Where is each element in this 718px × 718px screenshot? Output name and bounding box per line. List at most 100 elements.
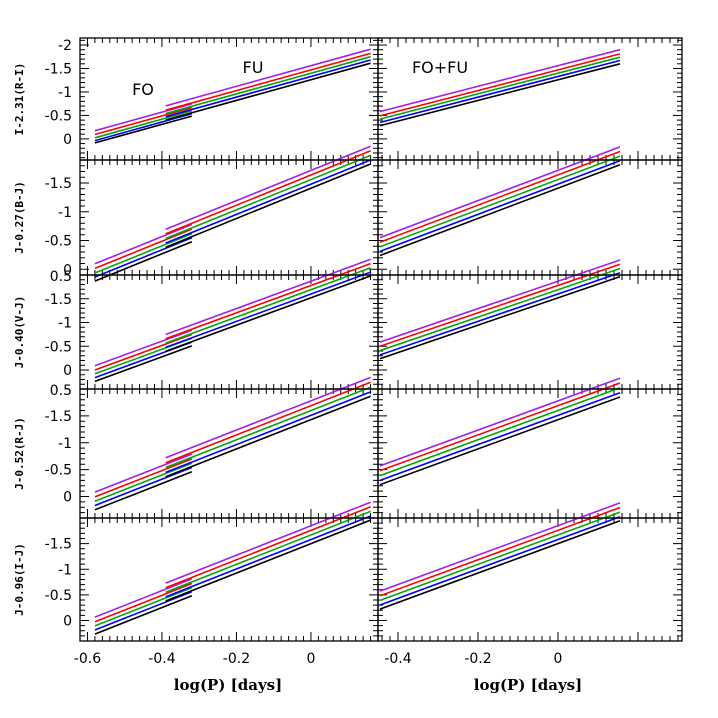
series-line-fofu-purple	[379, 502, 621, 592]
panel-r2-c1	[377, 259, 683, 390]
series-line-fofu-green	[379, 267, 621, 352]
y-axis-label: J-0.52(R-J)	[13, 417, 26, 490]
series-line-fu-blue	[165, 391, 371, 474]
y-axis-label: I-2.31(R-I)	[13, 63, 26, 136]
series-line-fofu-black	[379, 275, 621, 360]
series-line-fofu-black	[379, 520, 621, 610]
series-line-fofu-red	[379, 506, 621, 597]
series-line-fu-red	[165, 262, 371, 340]
y-tick-label: -1.5	[45, 62, 72, 78]
panel-frame	[377, 388, 683, 519]
series-line-fofu-purple	[379, 146, 621, 239]
series-line-fo-purple	[94, 103, 193, 132]
series-line-fu-red	[165, 52, 371, 111]
y-tick-label: -1.5	[45, 292, 72, 308]
series-line-fofu-blue	[379, 59, 621, 124]
series-line-fo-red	[94, 333, 193, 371]
series-line-fu-red	[165, 506, 371, 589]
panel-frame	[377, 159, 683, 276]
x-tick-label: -0.4	[384, 651, 411, 667]
series-line-fu-green	[165, 386, 371, 469]
panel-r4-c1: -0.4 -0.2 0	[377, 502, 683, 667]
series-line-fu-purple	[165, 501, 371, 584]
x-tick-label: 0	[554, 651, 563, 667]
series-line-fofu-purple	[379, 377, 621, 467]
panel-r0-c0: -2 -1.5 -1 -0.5 0	[45, 37, 379, 161]
series-line-fofu-black	[379, 63, 621, 127]
series-line-fu-green	[165, 154, 371, 240]
series-line-fofu-green	[379, 56, 621, 120]
series-line-fu-black	[165, 275, 371, 352]
series-line-fofu-blue	[379, 391, 621, 482]
x-tick-label: 0	[306, 651, 315, 667]
series-line-fo-green	[94, 462, 193, 502]
series-line-fo-purple	[94, 578, 193, 618]
y-axis-label: J-0.96(I-J)	[13, 543, 26, 616]
panel-frame	[377, 517, 683, 642]
series-line-fofu-black	[379, 163, 621, 257]
series-line-fo-black	[94, 115, 193, 144]
panel-r0-c1	[377, 37, 683, 161]
series-line-fo-purple	[94, 453, 193, 493]
series-line-fofu-green	[379, 155, 621, 248]
series-line-fu-purple	[165, 48, 371, 107]
panel-frame	[377, 37, 683, 161]
y-axis-label: J-0.27(B-J)	[13, 181, 26, 254]
panel-r1-c0: -1.5 -1 -0.5 0	[45, 145, 379, 282]
series-line-fofu-green	[379, 511, 621, 602]
series-line-fu-green	[165, 267, 371, 344]
y-tick-label: 0	[63, 262, 72, 278]
x-tick-label: -0.4	[148, 651, 175, 667]
series-line-fo-black	[94, 471, 193, 511]
series-line-fo-blue	[94, 590, 193, 631]
y-tick-label: -1	[58, 562, 72, 578]
panels: -2 -1.5 -1 -0.5 0 I-2.31(R-I) -1.5 -1 -0.5 0 J-0.2…	[13, 37, 683, 667]
series-line-fo-red	[94, 228, 193, 270]
series-line-fu-black	[165, 395, 371, 478]
series-line-fo-blue	[94, 236, 193, 278]
panel-frame	[79, 274, 379, 390]
series-line-fu-blue	[165, 271, 371, 349]
y-tick-label-top: 0.5	[50, 383, 72, 399]
series-line-fofu-red	[379, 382, 621, 472]
series-line-fu-black	[165, 519, 371, 602]
y-tick-label: -1	[58, 436, 72, 452]
y-tick-label: -2	[58, 38, 72, 54]
series-line-fo-purple	[94, 223, 193, 265]
y-tick-label: -1	[58, 316, 72, 332]
series-line-fu-blue	[165, 515, 371, 598]
series-line-fo-black	[94, 595, 193, 635]
series-line-fu-red	[165, 150, 371, 235]
series-line-fu-green	[165, 55, 371, 115]
series-line-fo-blue	[94, 466, 193, 507]
annotation-fu: FU	[243, 58, 264, 77]
y-tick-label: -1	[58, 205, 72, 221]
y-tick-label: -1.5	[45, 176, 72, 192]
series-line-fu-purple	[165, 376, 371, 459]
y-tick-label: -1.5	[45, 409, 72, 425]
series-line-fofu-red	[379, 150, 621, 243]
series-line-fu-purple	[165, 145, 371, 231]
panel-r2-c0: -1.5 -1 -0.5 0	[45, 258, 379, 390]
y-tick-label: -0.5	[45, 588, 72, 604]
y-tick-label: 0	[63, 132, 72, 148]
annotation-fo: FO	[132, 80, 154, 99]
series-line-fu-red	[165, 381, 371, 464]
series-line-fo-green	[94, 586, 193, 627]
series-line-fu-black	[165, 62, 371, 121]
x-axis-label-left: log(P) [days]	[174, 676, 282, 694]
series-line-fofu-red	[379, 263, 621, 348]
series-line-fofu-black	[379, 396, 621, 486]
series-line-fofu-purple	[379, 48, 621, 113]
series-line-fo-red	[94, 106, 193, 136]
series-line-fofu-green	[379, 387, 621, 477]
y-tick-label: -0.5	[45, 463, 72, 479]
series-line-fofu-blue	[379, 272, 621, 356]
series-line-fo-blue	[94, 112, 193, 142]
y-tick-label: -1	[58, 85, 72, 101]
series-line-fo-purple	[94, 329, 193, 367]
y-tick-label: 0	[63, 490, 72, 506]
series-line-fu-black	[165, 163, 371, 248]
panel-r1-c1	[377, 146, 683, 276]
series-line-fo-green	[94, 110, 193, 139]
